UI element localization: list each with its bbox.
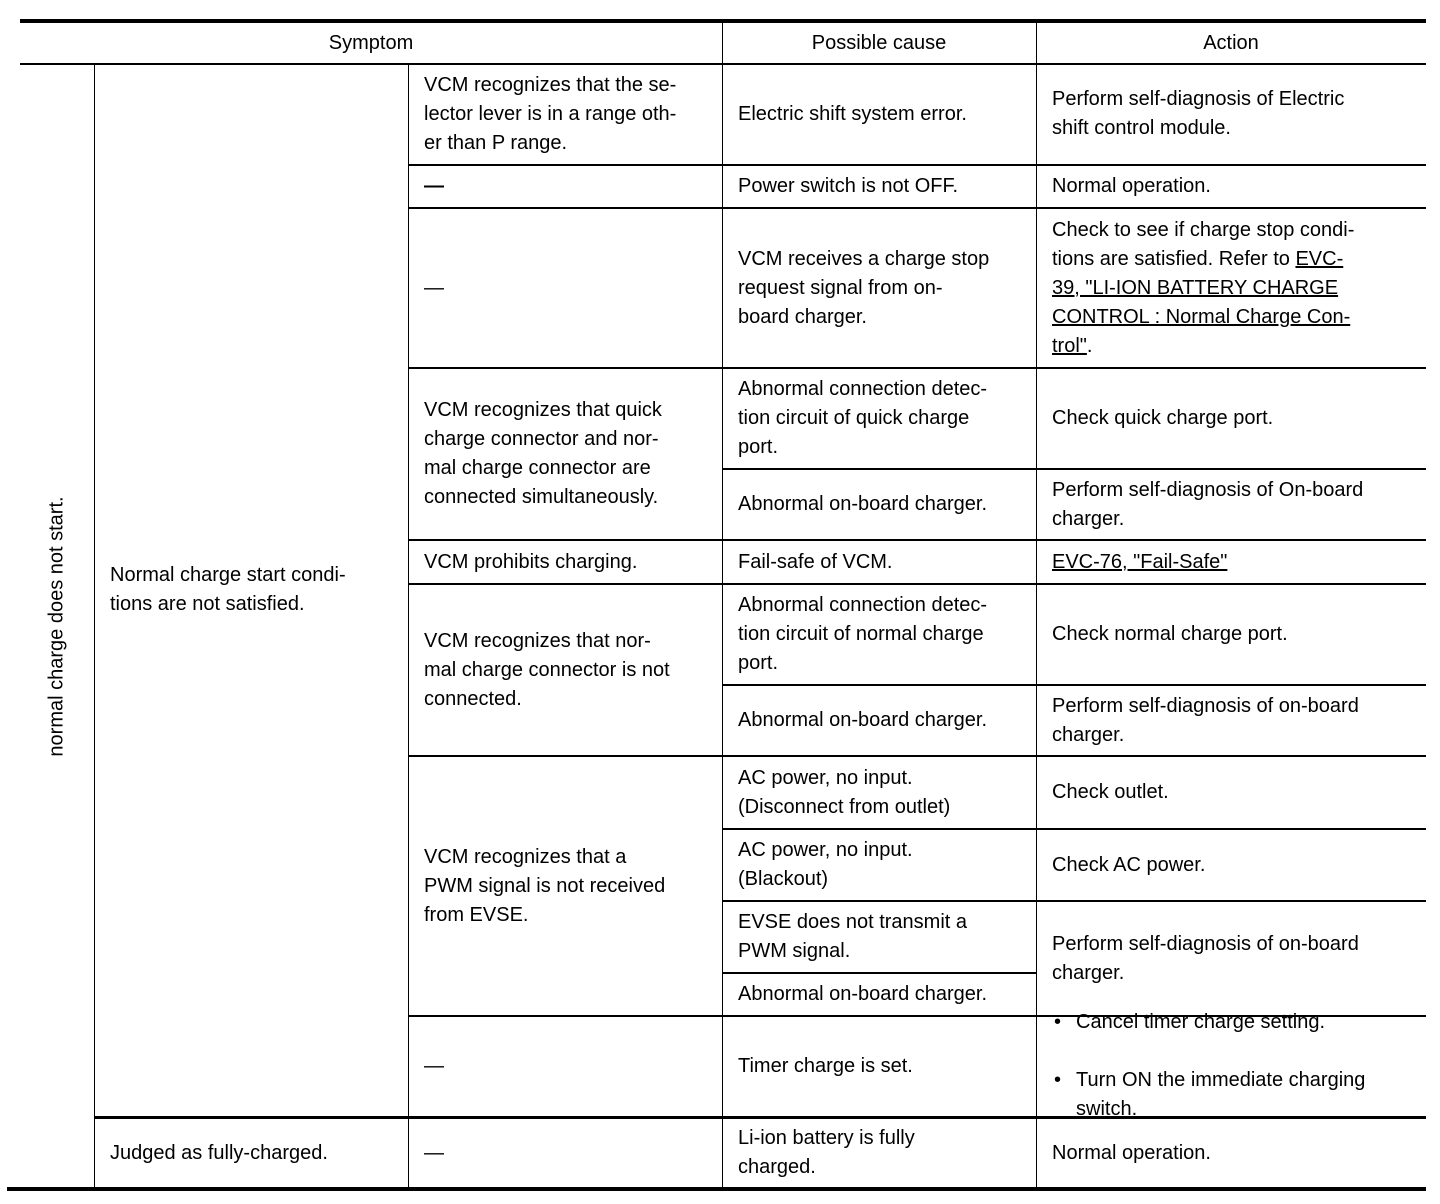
action: Check normal charge port. [1052, 623, 1288, 645]
action: EVC-76, "Fail-Safe" [1036, 540, 1426, 584]
header-action: Action [1203, 31, 1259, 54]
cause: Electric shift system error. [738, 102, 967, 125]
cause: Fail-safe of VCM. [738, 550, 893, 573]
cause: Abnormal on-board charger. [738, 983, 988, 1005]
symptom-main-cell: normal charge does not start. [20, 64, 94, 1188]
action-paragraph: Check to see if charge stop condi- tions… [1052, 216, 1354, 361]
divider [722, 900, 1426, 902]
action-bullet-list: Cancel timer charge setting. Turn ON the… [1052, 979, 1365, 1153]
reference-link-evc-39[interactable]: EVC- 39, "LI-ION BATTERY CHARGE CONTROL … [1052, 247, 1351, 357]
divider [722, 684, 1426, 686]
top-rule [20, 19, 1426, 23]
symptom-sub: Normal charge start condi- tions are not… [110, 564, 346, 615]
divider [408, 164, 1426, 166]
divider [722, 972, 1036, 974]
condition: VCM prohibits charging. [424, 550, 638, 573]
condition: — [424, 175, 444, 197]
condition: — [424, 276, 444, 299]
cause: Timer charge is set. [738, 1054, 913, 1077]
divider [722, 828, 1426, 830]
condition: — [424, 1141, 444, 1164]
action: Cancel timer charge setting. Turn ON the… [1036, 1008, 1426, 1120]
divider [1036, 20, 1037, 1188]
divider [94, 1116, 1426, 1119]
action: Check quick charge port. [1052, 407, 1274, 429]
divider [722, 468, 1426, 470]
cause: Abnormal on-board charger. [738, 709, 988, 731]
action: Normal operation. [1052, 1141, 1211, 1164]
action-text: . [1086, 334, 1093, 357]
divider [408, 64, 409, 1188]
divider [408, 583, 1426, 585]
divider [408, 207, 1426, 209]
divider [408, 1015, 1426, 1017]
condition: VCM recognizes that nor- mal charge conn… [424, 629, 670, 710]
action: Perform self-diagnosis of on-board charg… [1052, 694, 1359, 746]
action: Normal operation. [1052, 175, 1211, 197]
header-symptom: Symptom [328, 31, 414, 54]
reference-link-evc-76[interactable]: EVC-76, "Fail-Safe" [1052, 550, 1228, 573]
cause: Abnormal on-board charger. [738, 493, 988, 515]
action: Perform self-diagnosis of on-board charg… [1052, 932, 1359, 984]
cause: AC power, no input. (Blackout) [738, 839, 913, 890]
action: Perform self-diagnosis of On-board charg… [1052, 478, 1364, 530]
divider [408, 539, 1426, 541]
cause: Abnormal connection detec- tion circuit … [738, 378, 988, 458]
action: Check outlet. [1052, 781, 1169, 803]
action-text: Check to see if charge stop condi- tions… [1052, 218, 1355, 270]
header-possible-cause: Possible cause [811, 31, 947, 54]
action: Check to see if charge stop condi- tions… [1036, 208, 1426, 368]
divider [408, 367, 1426, 369]
action-bullet: Turn ON the immediate charging switch. [1052, 1066, 1365, 1124]
condition: VCM recognizes that the se- lector lever… [424, 73, 677, 154]
condition: VCM recognizes that a PWM signal is not … [424, 845, 666, 926]
action: Check AC power. [1052, 853, 1206, 876]
symptom-sub: Judged as fully-charged. [110, 1141, 328, 1164]
bottom-rule [7, 1187, 1426, 1191]
action: Perform self-diagnosis of Electric shift… [1052, 88, 1345, 139]
divider [722, 20, 723, 1188]
cause: AC power, no input. (Disconnect from out… [738, 766, 951, 818]
cause: Li-ion battery is fully charged. [738, 1127, 915, 1178]
action-bullet: Cancel timer charge setting. [1052, 1008, 1365, 1037]
divider [94, 64, 95, 1188]
cause: EVSE does not transmit a PWM signal. [738, 911, 968, 962]
divider [408, 755, 1426, 757]
cause: Abnormal connection detec- tion circuit … [738, 594, 988, 674]
cause: VCM receives a charge stop request signa… [738, 247, 990, 328]
condition: VCM recognizes that quick charge connect… [424, 399, 662, 508]
condition: — [424, 1054, 444, 1077]
header-rule [20, 63, 1426, 65]
symptom-main: normal charge does not start. [45, 495, 68, 757]
cause: Power switch is not OFF. [738, 175, 959, 197]
